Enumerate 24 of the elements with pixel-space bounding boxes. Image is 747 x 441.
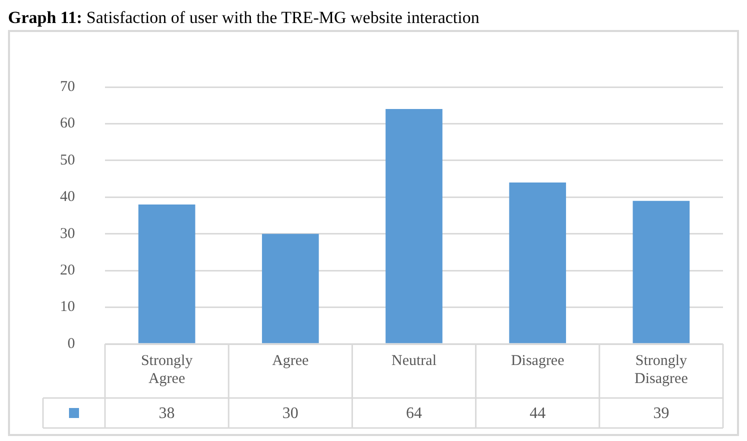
data-label: 38 bbox=[158, 405, 175, 422]
bar bbox=[138, 204, 196, 344]
x-tick-label: Disagree bbox=[510, 352, 565, 369]
y-tick-label: 70 bbox=[60, 78, 75, 95]
data-label: 39 bbox=[653, 405, 670, 422]
y-tick-label: 40 bbox=[60, 189, 75, 206]
y-tick-label: 0 bbox=[68, 336, 75, 352]
x-tick-label: Strongly Disagree bbox=[634, 352, 688, 387]
x-tick-label: Agree bbox=[272, 352, 310, 369]
chart-title: Graph 11: Satisfaction of user with the TRE-MG website interaction bbox=[8, 8, 480, 29]
y-tick-label: 20 bbox=[60, 262, 75, 279]
bar bbox=[386, 109, 442, 344]
y-tick-label: 30 bbox=[60, 226, 75, 242]
bar bbox=[262, 234, 319, 344]
data-label: 64 bbox=[406, 405, 422, 422]
x-tick-label: Neutral bbox=[392, 352, 436, 369]
y-tick-label: 60 bbox=[60, 116, 75, 132]
y-tick-label: 50 bbox=[60, 152, 75, 168]
bar bbox=[509, 182, 566, 344]
data-label: 30 bbox=[282, 405, 298, 422]
data-label: 44 bbox=[530, 405, 546, 422]
y-tick-label: 10 bbox=[60, 299, 75, 316]
bar bbox=[632, 200, 690, 344]
x-tick-label: Strongly Agree bbox=[140, 352, 194, 387]
